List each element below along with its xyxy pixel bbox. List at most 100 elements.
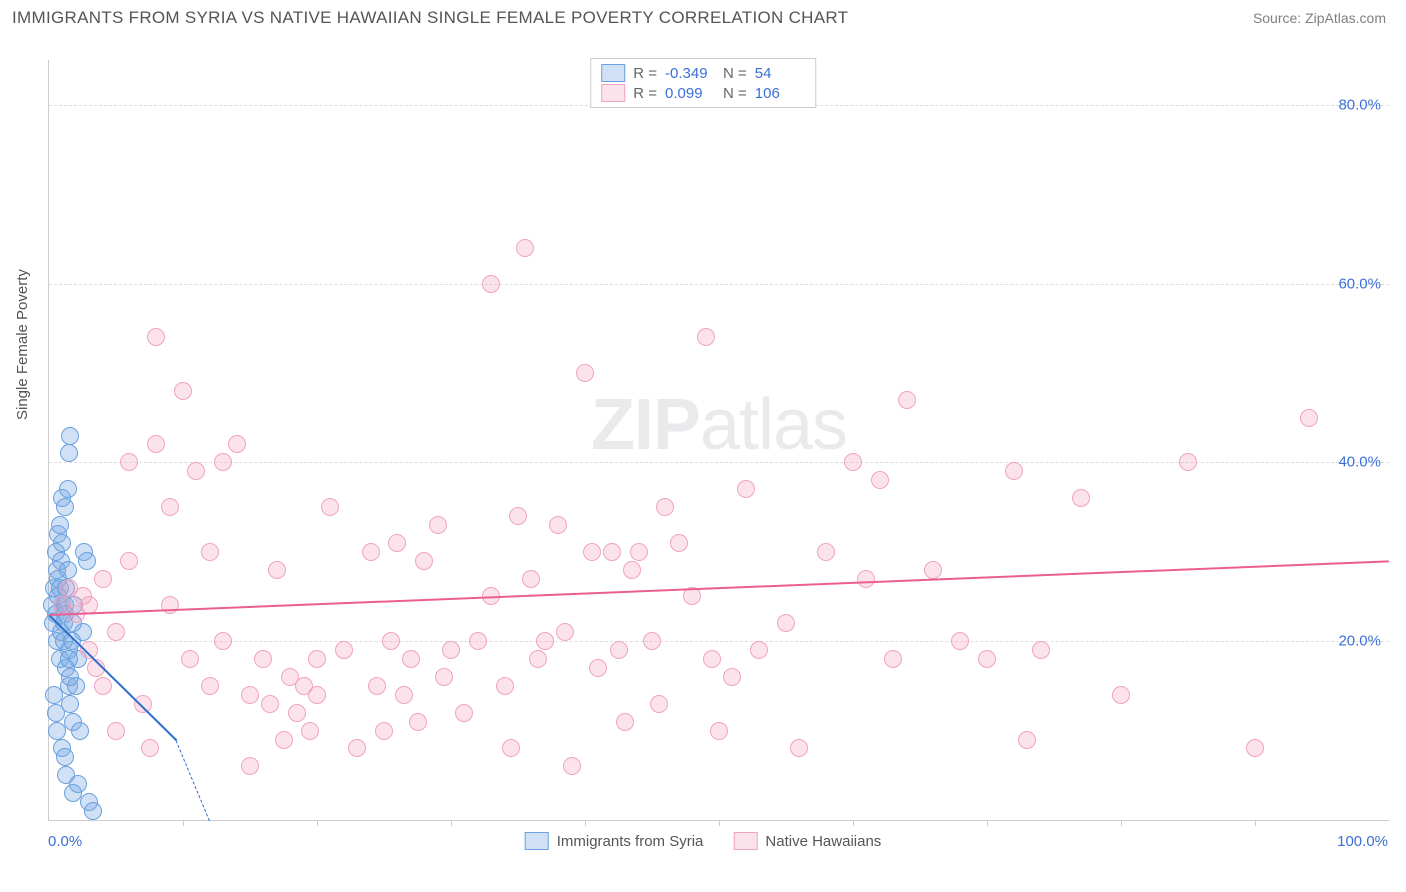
- scatter-point: [301, 722, 319, 740]
- scatter-point: [134, 695, 152, 713]
- scatter-point: [1112, 686, 1130, 704]
- scatter-point: [884, 650, 902, 668]
- scatter-point: [1179, 453, 1197, 471]
- scatter-point: [214, 453, 232, 471]
- scatter-point: [53, 534, 71, 552]
- x-minor-tick: [451, 820, 452, 826]
- scatter-point: [978, 650, 996, 668]
- y-tick-label: 80.0%: [1338, 96, 1381, 113]
- scatter-point: [536, 632, 554, 650]
- scatter-point: [435, 668, 453, 686]
- scatter-point: [623, 561, 641, 579]
- scatter-point: [723, 668, 741, 686]
- series-label: Native Hawaiians: [765, 833, 881, 850]
- scatter-point: [409, 713, 427, 731]
- scatter-point: [174, 382, 192, 400]
- scatter-point: [455, 704, 473, 722]
- scatter-point: [502, 739, 520, 757]
- scatter-point: [610, 641, 628, 659]
- scatter-point: [94, 570, 112, 588]
- scatter-point: [147, 435, 165, 453]
- scatter-point: [630, 543, 648, 561]
- legend-swatch: [601, 64, 625, 82]
- scatter-point: [60, 650, 78, 668]
- y-axis-label: Single Female Poverty: [14, 269, 31, 420]
- scatter-point: [120, 552, 138, 570]
- scatter-point: [59, 480, 77, 498]
- scatter-point: [368, 677, 386, 695]
- legend-swatch: [733, 832, 757, 850]
- scatter-point: [589, 659, 607, 677]
- x-minor-tick: [317, 820, 318, 826]
- scatter-point: [51, 516, 69, 534]
- scatter-point: [777, 614, 795, 632]
- scatter-point: [201, 677, 219, 695]
- trend-line-dash: [176, 740, 210, 821]
- watermark-bold: ZIP: [591, 385, 700, 465]
- scatter-point: [308, 686, 326, 704]
- scatter-point: [1032, 641, 1050, 659]
- scatter-point: [288, 704, 306, 722]
- scatter-point: [482, 275, 500, 293]
- x-minor-tick: [1121, 820, 1122, 826]
- scatter-point: [56, 748, 74, 766]
- x-minor-tick: [1255, 820, 1256, 826]
- scatter-point: [187, 462, 205, 480]
- scatter-point: [1246, 739, 1264, 757]
- n-value: 54: [755, 65, 805, 82]
- x-minor-tick: [719, 820, 720, 826]
- scatter-point: [56, 498, 74, 516]
- scatter-point: [549, 516, 567, 534]
- series-label: Immigrants from Syria: [557, 833, 704, 850]
- scatter-point: [1300, 409, 1318, 427]
- scatter-point: [375, 722, 393, 740]
- scatter-point: [120, 453, 138, 471]
- x-minor-tick: [853, 820, 854, 826]
- scatter-point: [1005, 462, 1023, 480]
- scatter-point: [442, 641, 460, 659]
- r-label: R =: [633, 85, 657, 102]
- scatter-point: [321, 498, 339, 516]
- scatter-point: [69, 775, 87, 793]
- scatter-point: [241, 757, 259, 775]
- scatter-point: [496, 677, 514, 695]
- scatter-point: [268, 561, 286, 579]
- scatter-point: [857, 570, 875, 588]
- correlation-legend-row: R =-0.349N =54: [601, 63, 805, 83]
- scatter-point: [228, 435, 246, 453]
- scatter-point: [214, 632, 232, 650]
- x-minor-tick: [585, 820, 586, 826]
- scatter-chart: ZIPatlas 20.0%40.0%60.0%80.0%: [48, 60, 1389, 821]
- scatter-point: [78, 552, 96, 570]
- series-legend-item: Native Hawaiians: [733, 832, 881, 850]
- chart-title: IMMIGRANTS FROM SYRIA VS NATIVE HAWAIIAN…: [12, 8, 848, 28]
- scatter-point: [703, 650, 721, 668]
- scatter-point: [844, 453, 862, 471]
- series-legend: Immigrants from Syria Native Hawaiians: [525, 832, 882, 850]
- series-legend-item: Immigrants from Syria: [525, 832, 704, 850]
- scatter-point: [951, 632, 969, 650]
- scatter-point: [84, 802, 102, 820]
- scatter-point: [335, 641, 353, 659]
- scatter-point: [348, 739, 366, 757]
- scatter-point: [697, 328, 715, 346]
- n-label: N =: [723, 85, 747, 102]
- scatter-point: [261, 695, 279, 713]
- x-minor-tick: [987, 820, 988, 826]
- scatter-point: [469, 632, 487, 650]
- scatter-point: [603, 543, 621, 561]
- scatter-point: [576, 364, 594, 382]
- watermark: ZIPatlas: [591, 384, 847, 466]
- gridline-h: [49, 641, 1389, 642]
- scatter-point: [254, 650, 272, 668]
- scatter-point: [61, 695, 79, 713]
- scatter-point: [817, 543, 835, 561]
- legend-swatch: [601, 84, 625, 102]
- legend-swatch: [525, 832, 549, 850]
- scatter-point: [656, 498, 674, 516]
- x-minor-tick: [183, 820, 184, 826]
- scatter-point: [737, 480, 755, 498]
- scatter-point: [107, 722, 125, 740]
- scatter-point: [48, 722, 66, 740]
- scatter-point: [643, 632, 661, 650]
